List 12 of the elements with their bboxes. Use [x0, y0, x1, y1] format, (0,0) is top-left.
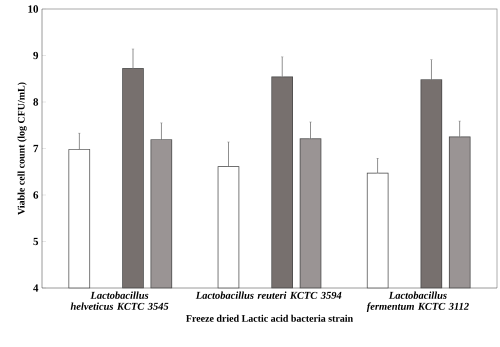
x-tick-label: Lactobacillus reuteri KCTC 3594 — [196, 292, 342, 299]
x-tick-label: Lactobacillus helveticus KCTC 3545 — [70, 292, 168, 310]
x-axis-title: Freeze dried Lactic acid bacteria strain — [186, 314, 353, 322]
y-tick-label: 10 — [28, 5, 38, 13]
y-tick-label: 9 — [33, 52, 38, 60]
y-tick-label: 5 — [33, 238, 38, 246]
x-tick-label: Lactobacillus fermentum KCTC 3112 — [366, 292, 469, 312]
y-tick-label: 8 — [33, 98, 38, 106]
y-tick-label: 7 — [34, 144, 38, 152]
y-axis-title: Viable cell count (log CFU/mL) — [18, 82, 27, 215]
y-tick-label: 6 — [33, 191, 38, 199]
y-tick-label: 4 — [33, 284, 38, 292]
